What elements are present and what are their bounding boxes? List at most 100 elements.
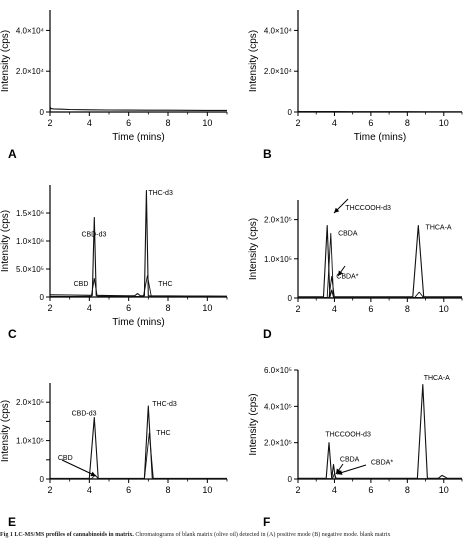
arrow-cbd [61, 459, 97, 477]
panel-a: 2 4 6 8 10 0 2.0×10⁴ 4.0×10⁴ Time (mins) Intensit… [0, 10, 228, 143]
x-tick-label: 6 [126, 303, 131, 313]
peak-annotation: CBD [74, 281, 89, 288]
panel-letter: D [263, 327, 272, 341]
peak-annotation: THCCOOH-d3 [345, 205, 391, 212]
y-tick-label: 5.0×10⁵ [16, 265, 44, 274]
peak-annotation: THCA-A [424, 375, 450, 382]
x-tick-label: 4 [332, 304, 337, 314]
x-tick-label: 8 [405, 304, 410, 314]
x-tick-label: 10 [202, 118, 212, 128]
x-tick-label: 8 [405, 485, 410, 495]
x-tick-label: 8 [165, 118, 170, 128]
y-tick-label: 1.0×10⁵ [264, 255, 292, 264]
caption-label: Fig 1 [0, 532, 13, 538]
y-tick-label: 2.0×10⁵ [264, 439, 292, 448]
x-tick-label: 6 [368, 304, 373, 314]
series-line-1 [297, 110, 462, 113]
caption-text: Chromatograms of blank matrix (olive oil… [135, 532, 391, 538]
peak-annotation: THC-d3 [152, 401, 177, 408]
y-tick-label: 4.0×10⁵ [264, 402, 292, 411]
x-tick-label: 2 [295, 118, 300, 128]
y-tick-label: 0 [40, 475, 45, 484]
y-axis-label: Intensity (cps) [248, 218, 259, 280]
series-line-2 [298, 232, 462, 298]
x-tick-label: 10 [439, 304, 449, 314]
series-line-3 [298, 275, 462, 299]
panel-e: 2 4 6 8 10 0 1.0×10⁵ 2.0×10⁵ Intensity (cps) CBD-… [0, 383, 228, 495]
y-tick-label: 0 [40, 108, 45, 117]
peak-annotation: CBDA* [336, 273, 358, 280]
x-tick-label: 4 [332, 485, 337, 495]
peak-annotation: CBD [58, 455, 73, 462]
y-axis-label: Intensity (cps) [248, 30, 259, 92]
peak-annotation: THCA-A [426, 224, 452, 231]
panel-c: 2 4 6 8 10 0 5.0×10⁵ 1.0×10⁶ 1.5×10⁶ Time (mins) I… [0, 185, 228, 328]
arrow-thccooh-d3-head [334, 207, 340, 213]
x-tick-label: 8 [405, 118, 410, 128]
panel-f: 2 4 6 8 10 0 2.0×10⁵ 4.0×10⁵ 6.0×10⁵ Intensity (c… [248, 366, 463, 495]
arrow-cbda-star-head [338, 270, 343, 276]
x-tick-label: 2 [47, 303, 52, 313]
y-axis-label: Intensity (cps) [0, 30, 11, 92]
caption-title: LC-MS/MS profiles of cannabinoids in mat… [14, 532, 134, 538]
peak-annotation: CBDA [340, 457, 360, 464]
x-tick-label: 10 [439, 485, 449, 495]
peak-annotation: THCCOOH-d3 [325, 431, 371, 438]
y-tick-label: 2.0×10⁴ [264, 67, 293, 76]
x-tick-label: 2 [47, 118, 52, 128]
x-tick-label: 6 [126, 485, 131, 495]
series-line-4 [298, 291, 462, 299]
y-tick-label: 4.0×10⁴ [16, 26, 45, 35]
arrow-cbda-head [336, 468, 341, 474]
peak-annotation: CBD-d3 [72, 411, 97, 418]
panel-b: 2 4 6 8 10 0 2.0×10⁴ 4.0×10⁴ Time (mins) Intensit… [248, 10, 463, 143]
x-tick-label: 2 [295, 304, 300, 314]
peak-annotation: THC [156, 430, 170, 437]
y-axis-label: Intensity (cps) [248, 393, 259, 455]
x-tick-label: 6 [126, 118, 131, 128]
x-tick-label: 8 [165, 303, 170, 313]
x-tick-label: 6 [368, 118, 373, 128]
x-tick-label: 4 [87, 485, 92, 495]
panel-letter: A [8, 147, 17, 161]
x-tick-label: 10 [202, 303, 212, 313]
peak-annotation: CBDA [338, 230, 358, 237]
y-axis-label: Intensity (cps) [0, 400, 11, 462]
panel-letter: C [8, 327, 17, 341]
x-tick-label: 2 [47, 485, 52, 495]
y-tick-label: 0 [288, 294, 293, 303]
arrow-cbda-star-head [337, 470, 343, 475]
x-tick-label: 4 [87, 118, 92, 128]
x-tick-label: 8 [165, 485, 170, 495]
series-line-1 [49, 106, 227, 113]
peak-annotation: CBD-d3 [81, 232, 106, 239]
x-tick-label: 6 [368, 485, 373, 495]
x-tick-label: 4 [87, 303, 92, 313]
x-tick-label: 2 [295, 485, 300, 495]
y-tick-label: 0 [40, 293, 45, 302]
panel-d: 2 4 6 8 10 0 1.0×10⁵ 2.0×10⁵ Intensity (cps) THCC… [248, 200, 463, 314]
y-tick-label: 0 [288, 108, 293, 117]
x-tick-label: 4 [332, 118, 337, 128]
series-line-2 [50, 275, 228, 298]
y-axis-label: Intensity (cps) [0, 210, 11, 272]
arrow-cbda-star [336, 464, 367, 475]
y-tick-label: 1.0×10⁵ [16, 437, 44, 446]
series-line-2 [298, 473, 462, 480]
y-tick-label: 2.0×10⁴ [16, 67, 45, 76]
panel-letter: B [263, 147, 272, 161]
peak-annotation: THC-d3 [148, 190, 173, 197]
x-axis-label: Time (mins) [112, 132, 164, 143]
y-tick-label: 2.0×10⁵ [264, 216, 292, 225]
y-tick-label: 1.5×10⁶ [16, 209, 44, 218]
arrow-cbd-head [90, 471, 96, 477]
y-tick-label: 1.0×10⁶ [16, 237, 44, 246]
series-line-1 [298, 224, 462, 298]
y-tick-label: 4.0×10⁴ [264, 26, 293, 35]
x-axis-label: Time (mins) [112, 317, 164, 328]
panel-letter: E [8, 515, 16, 529]
x-tick-label: 10 [439, 118, 449, 128]
y-tick-label: 0 [288, 475, 293, 484]
panel-letter: F [263, 515, 270, 529]
